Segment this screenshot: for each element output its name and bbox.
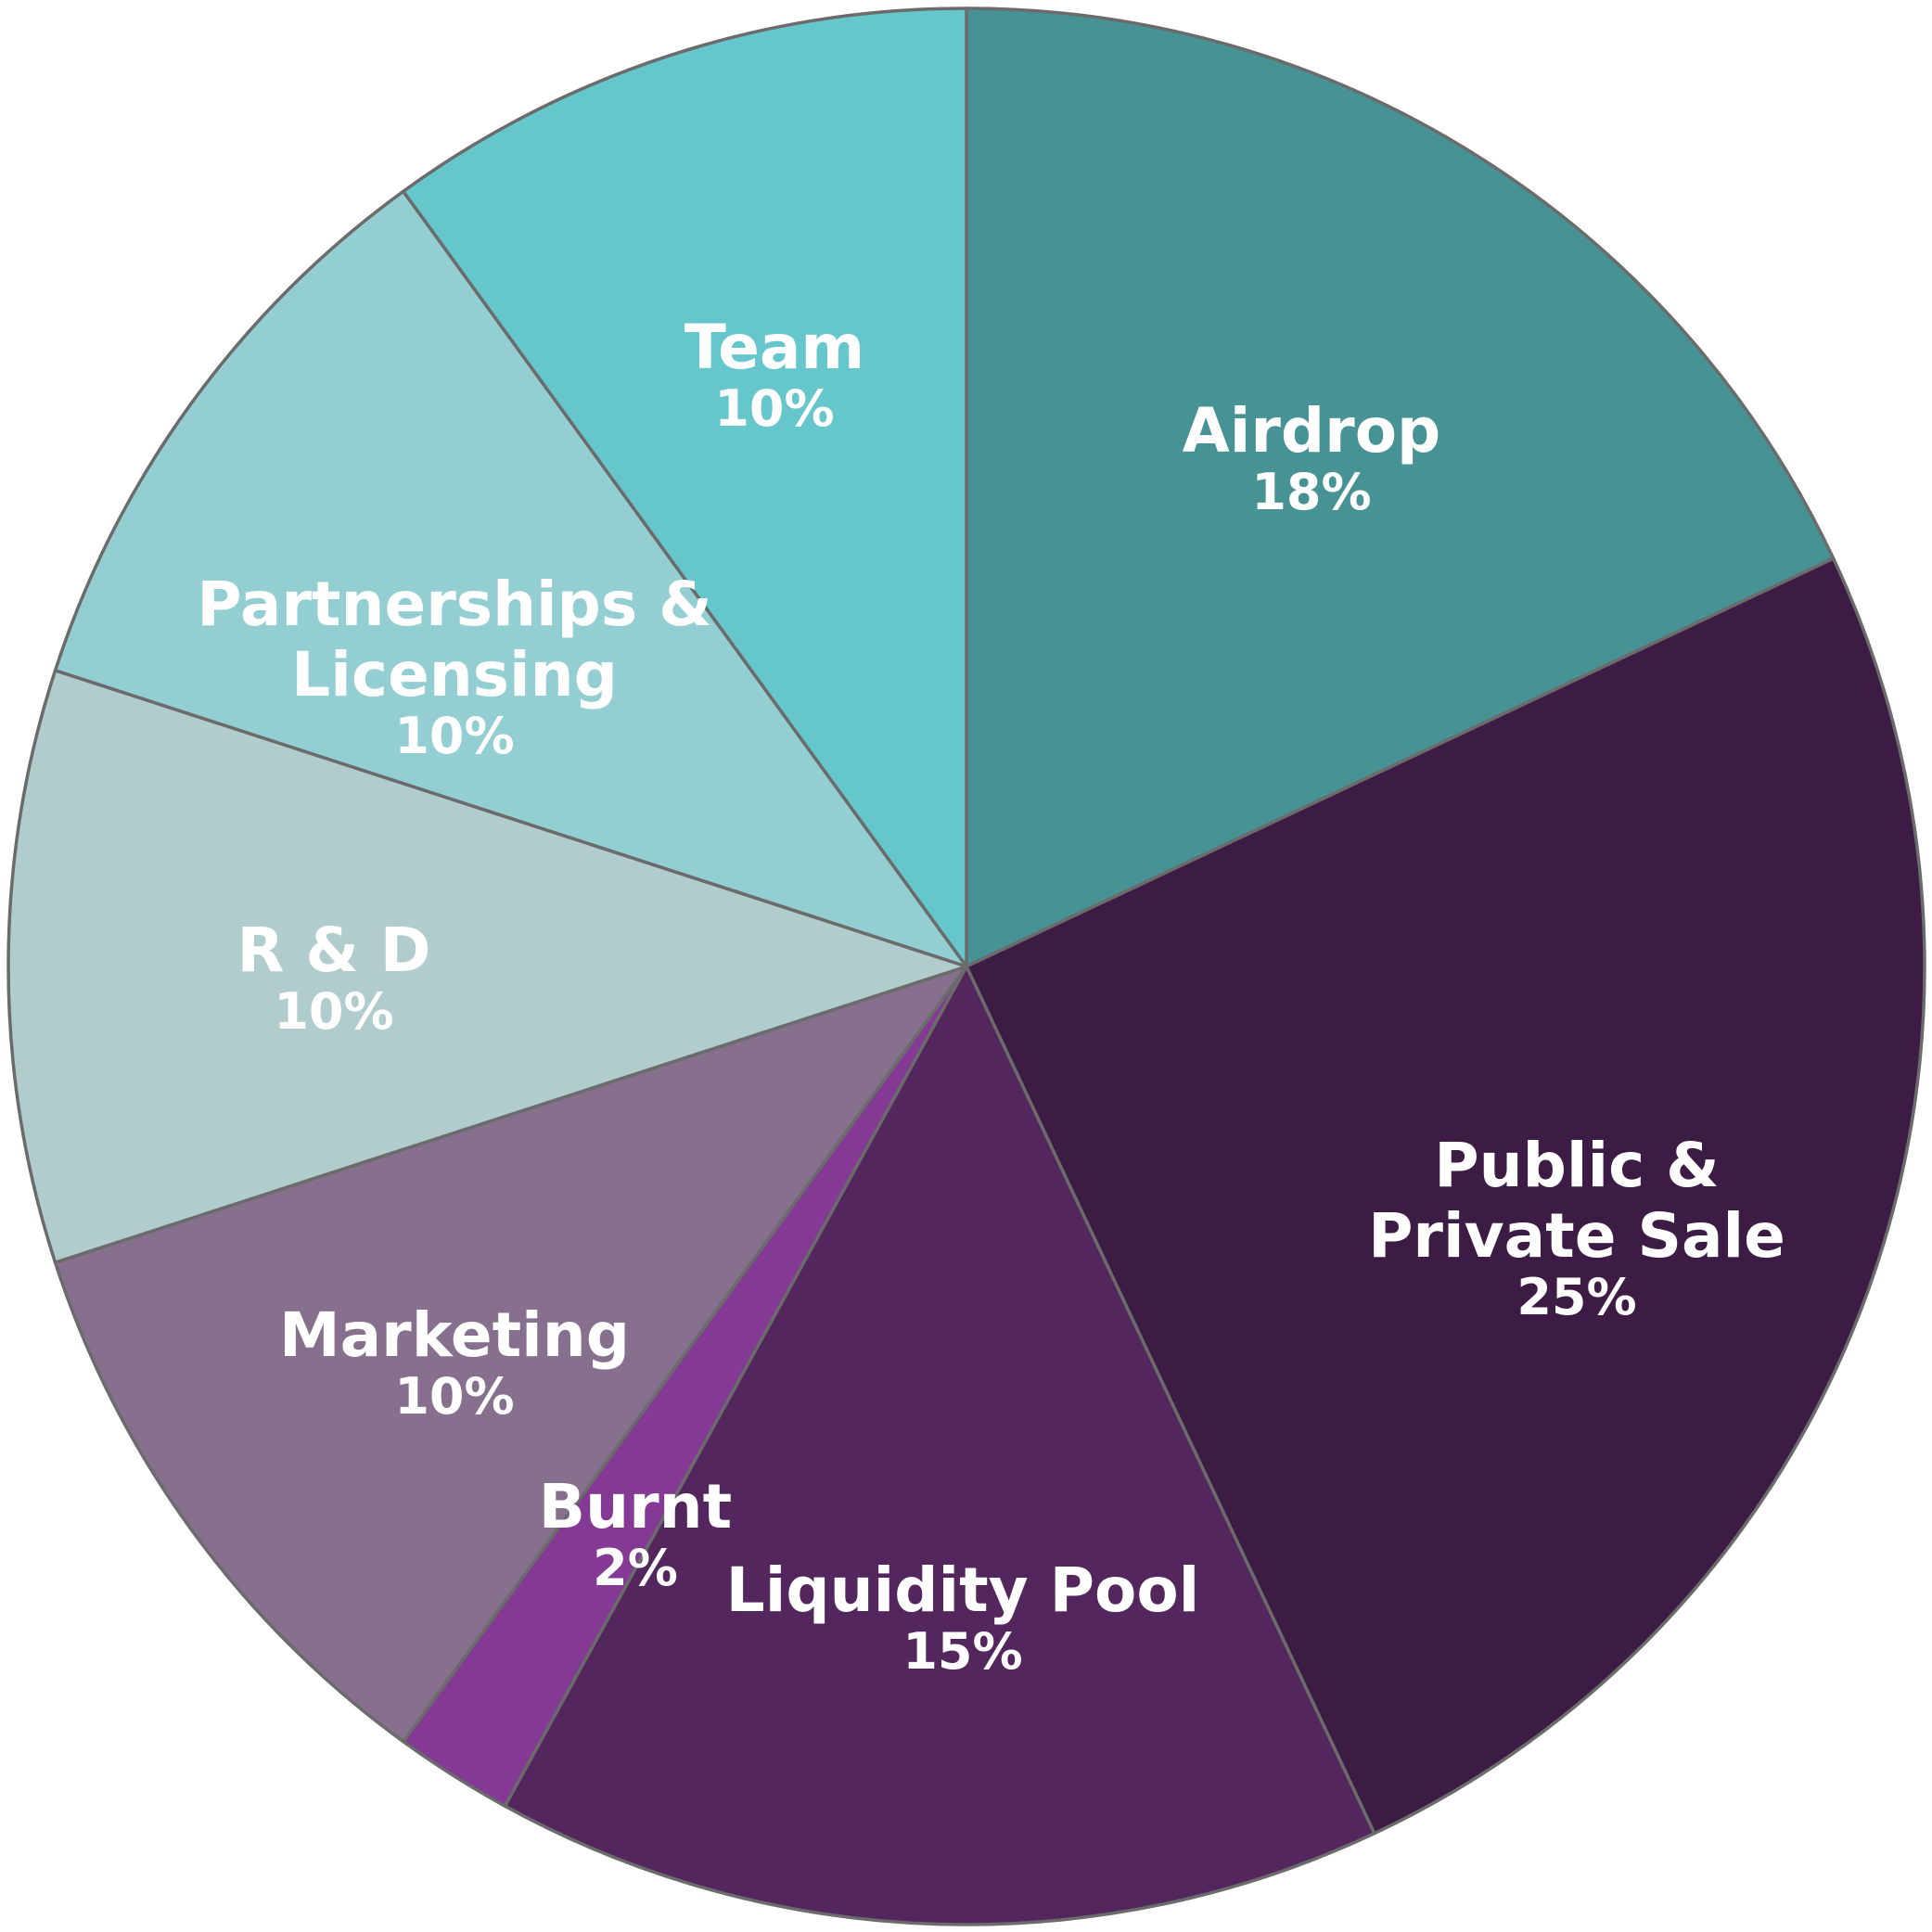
slice-label-liquidity-pool: Liquidity Pool xyxy=(726,1555,1200,1626)
pie-slice-airdrop xyxy=(965,6,1836,968)
slice-label-r-d: R & D xyxy=(237,915,430,986)
pie-slice-partnerships-licensing xyxy=(53,189,968,968)
pie-slices xyxy=(6,6,1926,1926)
slice-value-r-d: 10% xyxy=(274,982,393,1041)
slice-value-marketing: 10% xyxy=(394,1367,514,1426)
slice-label-team: Team xyxy=(685,312,864,383)
slice-label-partnerships-licensing-line-2: Licensing xyxy=(291,639,618,710)
pie-slice-marketing xyxy=(53,965,968,1744)
slice-label-marketing: Marketing xyxy=(279,1299,630,1371)
slice-value-public-private-sale: 25% xyxy=(1516,1268,1636,1326)
slice-value-partnerships-licensing: 10% xyxy=(394,707,514,765)
slice-label-public-private-sale-line-2: Private Sale xyxy=(1368,1200,1785,1272)
slice-label-partnerships-licensing-line-1: Partnerships & xyxy=(197,569,712,640)
slice-value-airdrop: 18% xyxy=(1251,463,1371,521)
slice-label-public-private-sale-line-1: Public & xyxy=(1434,1130,1720,1201)
slice-value-liquidity-pool: 15% xyxy=(902,1622,1022,1681)
pie-slice-liquidity-pool xyxy=(503,965,1376,1926)
pie-slice-team xyxy=(402,6,968,968)
pie-slice-r-d xyxy=(6,669,968,1264)
slice-label-burnt: Burnt xyxy=(539,1471,732,1542)
pie-slice-public-private-sale xyxy=(965,557,1926,1836)
slice-value-burnt: 2% xyxy=(593,1539,678,1597)
slice-value-team: 10% xyxy=(714,379,834,438)
slice-label-airdrop: Airdrop xyxy=(1183,395,1441,467)
